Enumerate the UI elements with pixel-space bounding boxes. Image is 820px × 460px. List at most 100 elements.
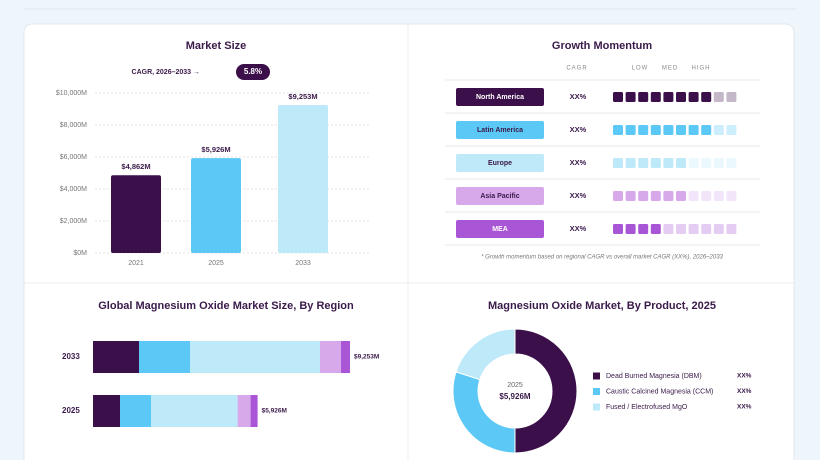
score-cell <box>638 125 649 135</box>
total-label: $9,253M <box>354 354 379 361</box>
region-pill <box>456 187 544 205</box>
score-cell <box>625 224 636 234</box>
bar-segment <box>189 341 321 373</box>
legend-swatch <box>593 403 600 411</box>
region-label: Asia Pacific <box>480 193 519 200</box>
cagr-label: XX% <box>570 191 587 200</box>
score-cell <box>638 158 649 168</box>
score-cell <box>663 92 674 102</box>
value-label: $9,253M <box>288 92 317 101</box>
score-cell <box>676 92 686 102</box>
score-cell <box>663 125 674 135</box>
category-label: 2025 <box>62 406 80 415</box>
cagr-label: XX% <box>570 92 587 101</box>
center-label: 2025 <box>507 382 523 389</box>
score-cell <box>625 158 636 168</box>
score-cell <box>663 191 674 201</box>
chart-title: Global Magnesium Oxide Market Size, By R… <box>98 300 354 312</box>
score-cell <box>713 191 724 201</box>
score-cell <box>613 125 623 135</box>
footnote: * Growth momentum based on regional CAGR… <box>481 255 723 261</box>
x-tick-label: 2025 <box>208 260 224 267</box>
value-label: $4,862M <box>121 162 150 171</box>
donut-slice <box>455 328 516 381</box>
score-cell <box>625 191 636 201</box>
score-cell <box>676 125 686 135</box>
y-tick-label: $8,000M <box>60 122 87 129</box>
bar <box>111 175 161 253</box>
y-tick-label: $6,000M <box>60 154 87 161</box>
score-cell <box>726 125 737 135</box>
donut-slice <box>514 328 578 454</box>
score-cell <box>613 158 623 168</box>
y-tick-label: $0M <box>73 250 87 257</box>
score-cell <box>650 125 661 135</box>
score-cell <box>701 158 712 168</box>
y-tick-label: $2,000M <box>60 218 87 225</box>
score-cell <box>713 158 724 168</box>
bar-segment <box>150 395 238 427</box>
score-cell <box>726 158 737 168</box>
cagr-pill <box>236 64 270 80</box>
score-cell <box>625 125 636 135</box>
score-cell <box>663 158 674 168</box>
bar <box>278 104 328 254</box>
region-label: Europe <box>488 160 512 167</box>
bar <box>191 158 241 253</box>
legend-label: Fused / Electrofused MgO <box>606 404 688 411</box>
column-header: CAGR <box>566 66 587 72</box>
score-cell <box>688 125 699 135</box>
score-cell <box>613 191 623 201</box>
bar-segment <box>93 341 139 373</box>
score-cell <box>676 224 686 234</box>
bar-segment <box>93 395 120 427</box>
total-label: $5,926M <box>262 408 287 415</box>
cagr-value: 5.8% <box>244 67 262 76</box>
score-cell <box>650 224 661 234</box>
score-cell <box>726 224 737 234</box>
score-cell <box>638 224 649 234</box>
chart-title: Market Size <box>186 40 247 52</box>
bar-segment <box>138 341 190 373</box>
score-cell <box>713 224 724 234</box>
score-cell <box>638 92 649 102</box>
column-header: LOW <box>632 66 649 72</box>
score-cell <box>701 191 712 201</box>
score-cell <box>688 191 699 201</box>
column-header: HIGH <box>692 66 711 72</box>
region-pill <box>456 220 544 238</box>
chart-title: Growth Momentum <box>552 40 652 52</box>
score-cell <box>676 158 686 168</box>
category-label: 2033 <box>62 352 80 361</box>
legend-label: Caustic Calcined Magnesia (CCM) <box>606 388 713 395</box>
score-cell <box>638 191 649 201</box>
cagr-label: CAGR, 2026–2033 → <box>132 69 200 76</box>
score-cell <box>676 191 686 201</box>
x-tick-label: 2021 <box>128 260 144 267</box>
region-pill <box>456 121 544 139</box>
score-cell <box>701 224 712 234</box>
score-cell <box>688 92 699 102</box>
score-cell <box>625 92 636 102</box>
region-pill <box>456 154 544 172</box>
region-label: Latin America <box>477 127 523 134</box>
y-tick-label: $4,000M <box>60 186 87 193</box>
legend-label: Dead Burned Magnesia (DBM) <box>606 373 702 380</box>
chart-title: Magnesium Oxide Market, By Product, 2025 <box>488 300 716 312</box>
x-tick-label: 2033 <box>295 260 311 267</box>
score-cell <box>713 125 724 135</box>
bar-segment <box>341 341 350 373</box>
bar-segment <box>119 395 151 427</box>
region-label: MEA <box>492 226 508 233</box>
center-value: $5,926M <box>499 392 530 401</box>
region-pill <box>456 88 544 106</box>
score-cell <box>726 92 737 102</box>
bar-segment <box>320 341 342 373</box>
score-cell <box>650 92 661 102</box>
legend-value: XX% <box>737 373 752 380</box>
region-label: North America <box>476 94 524 101</box>
column-header: MED <box>662 66 678 72</box>
score-cell <box>663 224 674 234</box>
score-cell <box>613 92 623 102</box>
